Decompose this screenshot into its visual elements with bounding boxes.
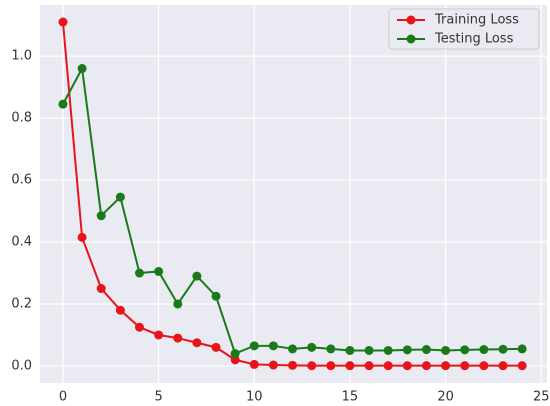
data-point (288, 344, 298, 354)
data-point (230, 355, 240, 365)
data-point (154, 330, 164, 340)
data-point (192, 271, 202, 281)
x-tick-label: 5 (154, 390, 162, 405)
y-tick-label: 0.6 (11, 173, 32, 188)
data-point (134, 322, 144, 332)
legend-box (388, 8, 540, 50)
data-point (288, 360, 298, 370)
data-point (383, 361, 393, 371)
data-point (58, 99, 68, 109)
data-point (345, 361, 355, 371)
plot-area (40, 5, 547, 383)
data-point (421, 345, 431, 355)
y-tick-label: 0.2 (11, 296, 32, 311)
data-point (192, 338, 202, 348)
y-tick-label: 0.8 (11, 111, 32, 126)
data-point (498, 361, 508, 371)
x-tick-label: 10 (246, 390, 263, 405)
data-point (173, 299, 183, 309)
data-point (326, 344, 336, 354)
data-point (326, 361, 336, 371)
data-point (268, 360, 278, 370)
data-point (230, 349, 240, 359)
y-tick-label: 1.0 (11, 49, 32, 64)
data-point (134, 268, 144, 278)
data-point (479, 345, 489, 355)
data-point (268, 341, 278, 351)
data-point (58, 17, 68, 27)
legend-swatch-marker (406, 15, 416, 25)
data-point (345, 345, 355, 355)
data-point (517, 361, 527, 371)
data-point (77, 232, 87, 242)
data-point (173, 333, 183, 343)
x-tick-label: 25 (533, 390, 550, 405)
legend-label: Testing Loss (434, 32, 514, 47)
data-point (77, 64, 87, 74)
y-tick-label: 0.0 (11, 358, 32, 373)
data-point (249, 359, 259, 369)
data-point (364, 361, 374, 371)
data-point (383, 345, 393, 355)
data-point (211, 342, 221, 352)
x-tick-label: 15 (342, 390, 359, 405)
data-point (402, 345, 412, 355)
data-point (402, 361, 412, 371)
data-point (498, 344, 508, 354)
legend-swatch-marker (406, 34, 416, 44)
data-point (115, 192, 125, 202)
x-tick-label: 20 (437, 390, 454, 405)
data-point (460, 345, 470, 355)
data-point (96, 284, 106, 293)
data-point (249, 341, 259, 351)
x-tick-label: 0 (59, 390, 67, 405)
data-point (421, 361, 431, 371)
data-point (307, 361, 317, 371)
data-point (154, 266, 164, 276)
data-point (479, 361, 489, 371)
data-point (517, 344, 527, 354)
data-point (441, 361, 451, 371)
data-point (96, 211, 106, 221)
data-point (364, 345, 374, 355)
data-point (211, 291, 221, 301)
data-point (441, 345, 451, 355)
y-tick-label: 0.4 (11, 235, 32, 250)
data-point (460, 361, 470, 371)
data-point (307, 342, 317, 352)
legend-label: Training Loss (434, 13, 519, 28)
data-point (115, 305, 125, 315)
